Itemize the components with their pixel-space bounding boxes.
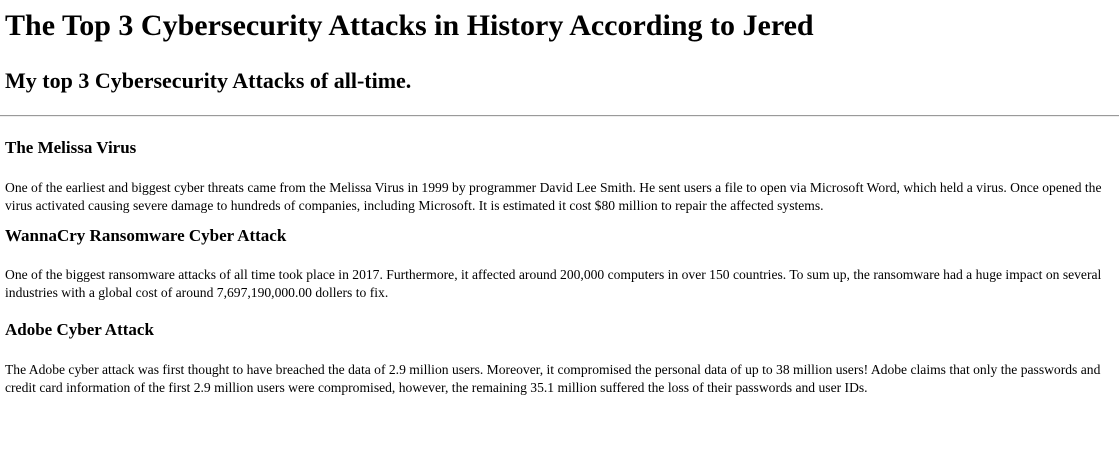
attack-heading: Adobe Cyber Attack [5, 320, 154, 339]
page-title: The Top 3 Cybersecurity Attacks in Histo… [5, 9, 814, 42]
attack-section-wannacry: WannaCry Ransomware Cyber Attack One of … [5, 226, 1115, 302]
attack-description: One of the biggest ransomware attacks of… [5, 267, 1102, 300]
attack-description: The Adobe cyber attack was first thought… [5, 362, 1101, 395]
divider [0, 115, 1119, 117]
attack-heading: The Melissa Virus [5, 138, 137, 157]
attack-description: One of the earliest and biggest cyber th… [5, 180, 1102, 213]
attack-section-adobe: Adobe Cyber Attack The Adobe cyber attac… [5, 320, 1115, 397]
attack-section-melissa: The Melissa Virus One of the earliest an… [5, 138, 1115, 215]
page-content: The Top 3 Cybersecurity Attacks in Histo… [0, 9, 1119, 397]
page-subtitle: My top 3 Cybersecurity Attacks of all-ti… [5, 68, 412, 93]
attack-heading: WannaCry Ransomware Cyber Attack [5, 226, 287, 245]
